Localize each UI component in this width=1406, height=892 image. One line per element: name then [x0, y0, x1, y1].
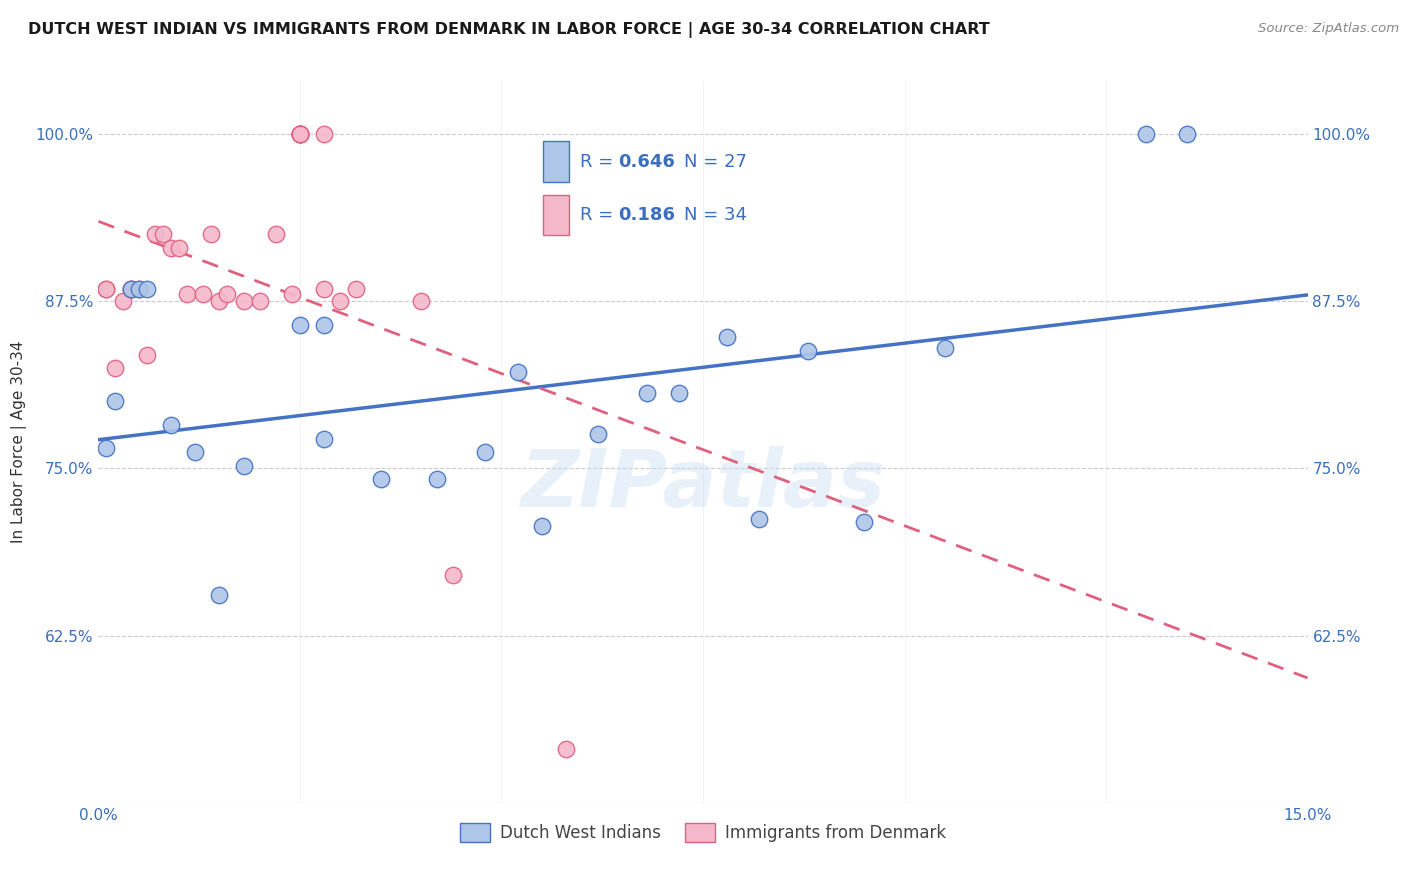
- Point: [636, 386, 658, 401]
- Point: [264, 227, 287, 241]
- Point: [120, 282, 142, 296]
- Point: [249, 294, 271, 309]
- Point: [128, 282, 150, 296]
- Point: [120, 282, 142, 296]
- Point: [135, 282, 157, 296]
- Point: [716, 330, 738, 344]
- Point: [208, 589, 231, 603]
- Text: R =: R =: [579, 206, 619, 224]
- Point: [1175, 127, 1198, 141]
- Text: N = 27: N = 27: [685, 153, 748, 170]
- Text: 0.186: 0.186: [617, 206, 675, 224]
- Point: [668, 386, 690, 401]
- Point: [120, 282, 142, 296]
- Text: R =: R =: [579, 153, 619, 170]
- Point: [208, 294, 231, 309]
- Point: [288, 127, 311, 141]
- Point: [103, 394, 125, 409]
- Point: [1135, 127, 1157, 141]
- Point: [441, 568, 464, 582]
- Point: [193, 287, 215, 301]
- Point: [217, 287, 239, 301]
- Point: [409, 294, 432, 309]
- Text: ZIPatlas: ZIPatlas: [520, 446, 886, 524]
- Point: [586, 426, 609, 441]
- Point: [288, 127, 311, 141]
- Point: [314, 318, 336, 333]
- Point: [329, 294, 352, 309]
- Point: [143, 227, 166, 241]
- Point: [314, 432, 336, 446]
- Point: [344, 282, 367, 296]
- Point: [474, 445, 496, 459]
- Point: [426, 472, 449, 486]
- Point: [853, 515, 876, 529]
- Point: [797, 343, 820, 358]
- Point: [96, 282, 118, 296]
- Point: [160, 418, 183, 433]
- Text: 0.646: 0.646: [617, 153, 675, 170]
- Point: [288, 318, 311, 333]
- Text: DUTCH WEST INDIAN VS IMMIGRANTS FROM DENMARK IN LABOR FORCE | AGE 30-34 CORRELAT: DUTCH WEST INDIAN VS IMMIGRANTS FROM DEN…: [28, 22, 990, 38]
- Point: [555, 742, 578, 756]
- Point: [288, 127, 311, 141]
- Point: [530, 519, 553, 533]
- FancyBboxPatch shape: [543, 194, 569, 235]
- Point: [96, 282, 118, 296]
- Point: [314, 282, 336, 296]
- Point: [232, 294, 254, 309]
- Point: [288, 127, 311, 141]
- Text: N = 34: N = 34: [685, 206, 748, 224]
- Y-axis label: In Labor Force | Age 30-34: In Labor Force | Age 30-34: [11, 340, 27, 543]
- Point: [96, 442, 118, 455]
- Point: [128, 282, 150, 296]
- Point: [167, 241, 190, 255]
- Point: [152, 227, 174, 241]
- Point: [200, 227, 222, 241]
- Point: [288, 127, 311, 141]
- Point: [934, 341, 956, 355]
- Point: [232, 458, 254, 473]
- Point: [176, 287, 198, 301]
- Point: [281, 287, 304, 301]
- Legend: Dutch West Indians, Immigrants from Denmark: Dutch West Indians, Immigrants from Denm…: [453, 816, 953, 848]
- Point: [314, 127, 336, 141]
- Point: [748, 512, 770, 526]
- Point: [103, 361, 125, 376]
- Point: [288, 127, 311, 141]
- Point: [184, 445, 207, 459]
- Point: [160, 241, 183, 255]
- Point: [370, 472, 392, 486]
- Point: [111, 294, 134, 309]
- Point: [135, 348, 157, 362]
- FancyBboxPatch shape: [543, 141, 569, 182]
- Text: Source: ZipAtlas.com: Source: ZipAtlas.com: [1258, 22, 1399, 36]
- Point: [506, 365, 529, 379]
